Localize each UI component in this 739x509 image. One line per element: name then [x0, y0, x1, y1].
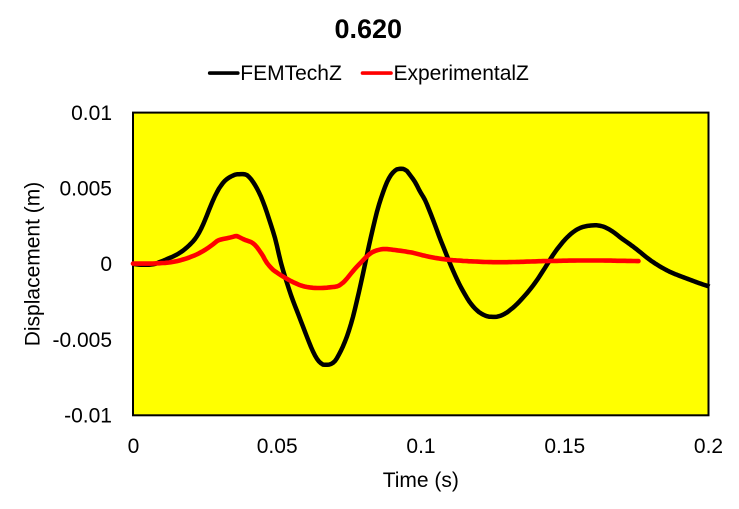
- svg-text:0.01: 0.01: [71, 102, 112, 125]
- svg-text:0: 0: [128, 435, 140, 458]
- svg-text:0.05: 0.05: [257, 435, 298, 458]
- svg-text:Time (s): Time (s): [383, 469, 459, 492]
- svg-text:ExperimentalZ: ExperimentalZ: [394, 62, 530, 85]
- svg-text:0.620: 0.620: [335, 14, 403, 44]
- svg-text:0.1: 0.1: [406, 435, 435, 458]
- svg-text:Displacement (m): Displacement (m): [22, 182, 45, 347]
- svg-text:FEMTechZ: FEMTechZ: [240, 62, 342, 85]
- svg-text:0.2: 0.2: [694, 435, 723, 458]
- svg-text:-0.005: -0.005: [52, 329, 112, 352]
- svg-text:0.005: 0.005: [59, 178, 112, 201]
- svg-text:0.15: 0.15: [544, 435, 585, 458]
- svg-text:-0.01: -0.01: [64, 405, 112, 428]
- svg-text:0: 0: [100, 253, 112, 276]
